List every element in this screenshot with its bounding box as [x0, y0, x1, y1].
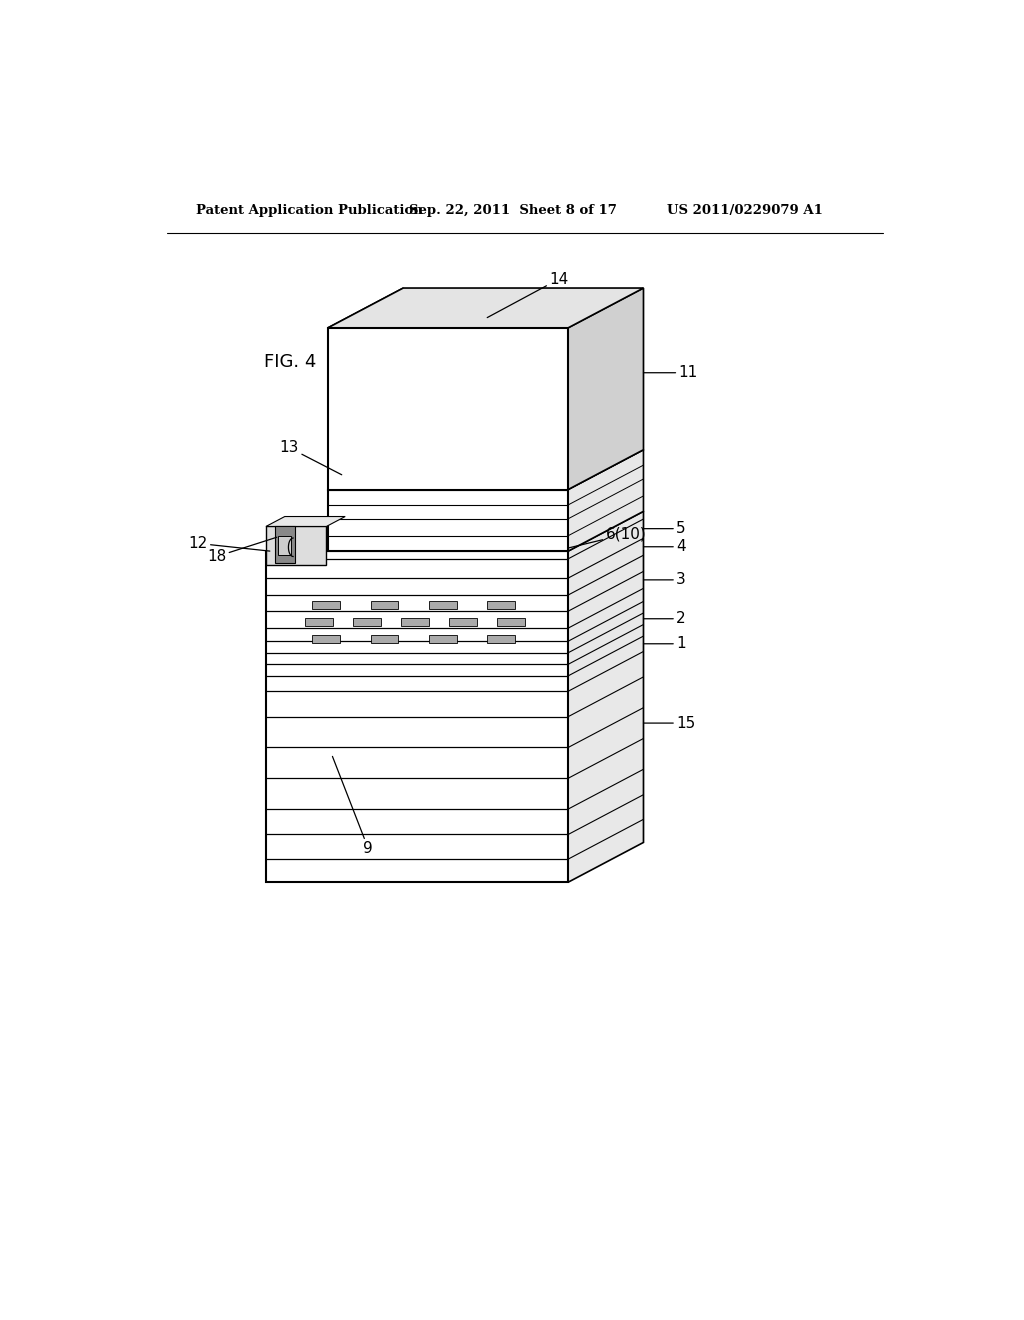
- Polygon shape: [328, 288, 403, 490]
- Text: 5: 5: [643, 521, 686, 536]
- Polygon shape: [278, 536, 291, 554]
- Text: 1: 1: [643, 636, 686, 651]
- Polygon shape: [400, 618, 429, 626]
- Text: 13: 13: [280, 441, 342, 475]
- Polygon shape: [352, 618, 381, 626]
- Polygon shape: [371, 601, 398, 609]
- Text: Sep. 22, 2011  Sheet 8 of 17: Sep. 22, 2011 Sheet 8 of 17: [409, 205, 616, 218]
- Polygon shape: [568, 450, 643, 552]
- Polygon shape: [429, 601, 457, 609]
- Polygon shape: [497, 618, 524, 626]
- Polygon shape: [275, 527, 295, 562]
- Text: 2: 2: [643, 611, 686, 626]
- Polygon shape: [328, 490, 568, 552]
- Polygon shape: [266, 516, 345, 527]
- Text: 6(10): 6(10): [568, 527, 646, 548]
- Polygon shape: [328, 327, 568, 490]
- Text: 4: 4: [643, 540, 686, 554]
- Polygon shape: [266, 511, 341, 882]
- Text: 15: 15: [643, 715, 695, 730]
- Text: 3: 3: [643, 573, 686, 587]
- Text: 18: 18: [207, 537, 276, 564]
- Polygon shape: [328, 450, 643, 490]
- Polygon shape: [568, 511, 643, 882]
- Text: 14: 14: [487, 272, 568, 318]
- Polygon shape: [305, 618, 333, 626]
- Polygon shape: [328, 450, 403, 552]
- Polygon shape: [449, 618, 477, 626]
- Polygon shape: [341, 511, 643, 842]
- Polygon shape: [403, 288, 643, 450]
- Polygon shape: [328, 288, 643, 327]
- Polygon shape: [312, 601, 340, 609]
- Text: 9: 9: [333, 756, 373, 857]
- Polygon shape: [312, 635, 340, 643]
- Polygon shape: [266, 511, 403, 552]
- Polygon shape: [568, 288, 643, 490]
- Text: 11: 11: [643, 366, 697, 380]
- Polygon shape: [266, 527, 327, 565]
- Polygon shape: [429, 635, 457, 643]
- Polygon shape: [486, 601, 515, 609]
- Text: US 2011/0229079 A1: US 2011/0229079 A1: [667, 205, 822, 218]
- Polygon shape: [486, 635, 515, 643]
- Polygon shape: [266, 552, 568, 882]
- Text: 12: 12: [188, 536, 270, 552]
- Polygon shape: [371, 635, 398, 643]
- Text: Patent Application Publication: Patent Application Publication: [197, 205, 423, 218]
- Text: FIG. 4: FIG. 4: [263, 354, 316, 371]
